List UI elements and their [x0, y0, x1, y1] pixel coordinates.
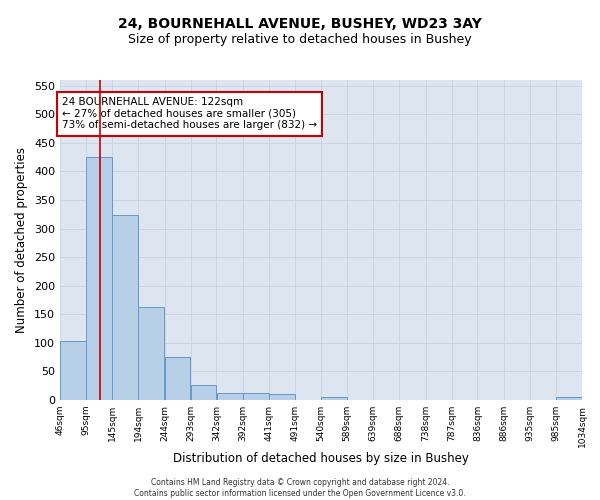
Bar	[321, 396, 347, 400]
Bar	[60, 340, 86, 400]
Bar	[86, 156, 112, 400]
Bar	[556, 397, 582, 400]
Bar	[112, 216, 138, 400]
Bar	[217, 392, 242, 400]
Bar	[191, 385, 216, 400]
Bar	[165, 356, 190, 400]
Text: Size of property relative to detached houses in Bushey: Size of property relative to detached ho…	[128, 32, 472, 46]
Text: 24, BOURNEHALL AVENUE, BUSHEY, WD23 3AY: 24, BOURNEHALL AVENUE, BUSHEY, WD23 3AY	[118, 18, 482, 32]
Bar	[139, 307, 164, 400]
Y-axis label: Number of detached properties: Number of detached properties	[16, 147, 28, 333]
Bar	[243, 392, 269, 400]
Text: 24 BOURNEHALL AVENUE: 122sqm
← 27% of detached houses are smaller (305)
73% of s: 24 BOURNEHALL AVENUE: 122sqm ← 27% of de…	[62, 97, 317, 130]
Bar	[269, 394, 295, 400]
X-axis label: Distribution of detached houses by size in Bushey: Distribution of detached houses by size …	[173, 452, 469, 466]
Text: Contains HM Land Registry data © Crown copyright and database right 2024.
Contai: Contains HM Land Registry data © Crown c…	[134, 478, 466, 498]
